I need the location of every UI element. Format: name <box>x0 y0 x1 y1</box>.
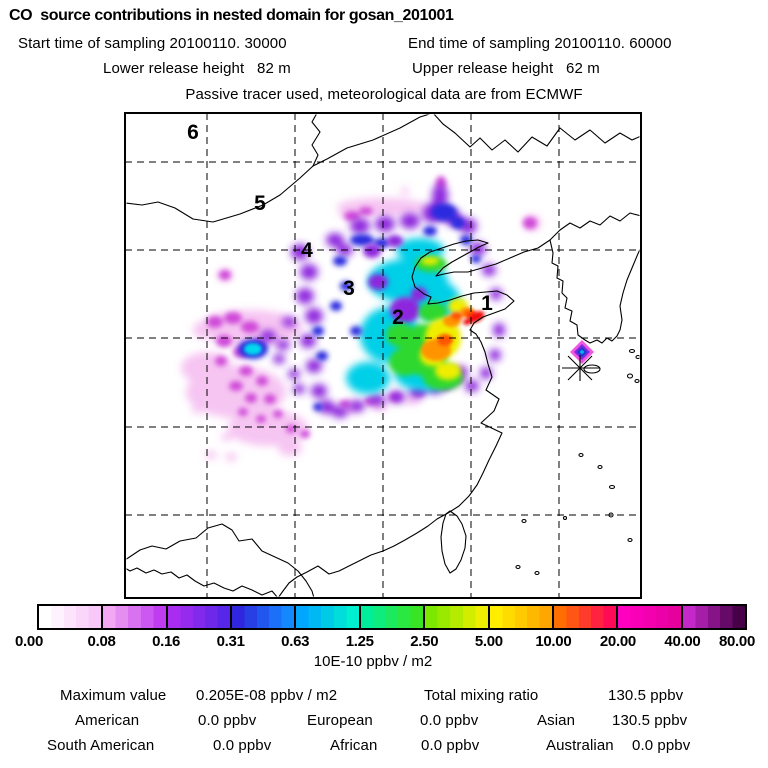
tracer-note-text: Passive tracer used, meteorological data… <box>185 86 583 103</box>
region-label-4: 4 <box>301 239 313 262</box>
colorbar-tick-label: 5.00 <box>474 633 503 650</box>
australian-label: Australian <box>546 737 614 754</box>
colorbar-segment <box>680 606 745 628</box>
region-label-3: 3 <box>343 277 355 300</box>
start-time-text: Start time of sampling 20100110. 30000 <box>18 35 287 52</box>
asian-value: 130.5 ppbv <box>612 712 688 729</box>
australian-value: 0.0 ppbv <box>632 737 691 754</box>
colorbar-segment <box>294 606 359 628</box>
colorbar-tick-label: 0.00 <box>15 633 43 650</box>
colorbar-segment <box>487 606 552 628</box>
region-label-2: 2 <box>392 306 404 329</box>
african-label: African <box>330 737 378 754</box>
colorbar-tick-label: 40.00 <box>664 633 701 650</box>
south-american-label: South American <box>47 737 155 754</box>
colorbar-unit-label: 10E-10 ppbv / m2 <box>313 653 433 670</box>
coastlines <box>126 114 640 597</box>
lat-lon-grid <box>125 113 641 598</box>
maximum-value-label: Maximum value <box>60 687 167 704</box>
colorbar-tick-label: 0.08 <box>87 633 116 650</box>
colorbar <box>37 604 747 630</box>
colorbar-segment <box>551 606 617 628</box>
total-mixing-ratio-value: 130.5 ppbv <box>608 687 684 704</box>
colorbar-tick-label: 20.00 <box>599 633 636 650</box>
map-border <box>124 112 642 599</box>
region-label-5: 5 <box>254 192 266 215</box>
region-label-6: 6 <box>187 121 199 144</box>
colorbar-tick-label: 80.00 <box>718 633 756 650</box>
colorbar-segment <box>101 606 166 628</box>
colorbar-tick-label: 1.25 <box>345 633 374 650</box>
colorbar-segment <box>616 606 681 628</box>
colorbar-tick-label: 10.00 <box>535 633 572 650</box>
european-label: European <box>307 712 373 729</box>
jeju-diamond-marker <box>570 340 594 364</box>
colorbar-labels: 0.00 0.08 0.16 0.31 0.63 1.25 2.50 5.00 10.00 20.… <box>0 633 768 651</box>
colorbar-tick-label: 0.63 <box>281 633 310 650</box>
total-mixing-ratio-label: Total mixing ratio <box>424 687 539 704</box>
end-time-text: End time of sampling 20100110. 60000 <box>408 35 672 52</box>
american-label: American <box>75 712 140 729</box>
colorbar-tick-label: 2.50 <box>410 633 439 650</box>
colorbar-segment <box>230 606 295 628</box>
co-plume-contours <box>181 176 541 461</box>
colorbar-tick-label: 0.31 <box>216 633 245 650</box>
colorbar-segment <box>358 606 424 628</box>
south-american-value: 0.0 ppbv <box>213 737 272 754</box>
receptor-asterisk-icon <box>562 355 600 381</box>
region-label-1: 1 <box>481 292 493 315</box>
lower-release-text: Lower release height 82 m <box>103 60 291 77</box>
colorbar-tick-label: 0.16 <box>152 633 181 650</box>
colorbar-segment <box>39 606 102 628</box>
european-value: 0.0 ppbv <box>420 712 479 729</box>
asian-label: Asian <box>537 712 576 729</box>
colorbar-segment <box>165 606 231 628</box>
african-value: 0.0 ppbv <box>421 737 480 754</box>
colorbar-segment <box>423 606 488 628</box>
upper-release-text: Upper release height 62 m <box>412 60 600 77</box>
american-value: 0.0 ppbv <box>198 712 257 729</box>
page-title: CO source contributions in nested domain… <box>9 7 454 24</box>
maximum-value: 0.205E-08 ppbv / m2 <box>196 687 338 704</box>
